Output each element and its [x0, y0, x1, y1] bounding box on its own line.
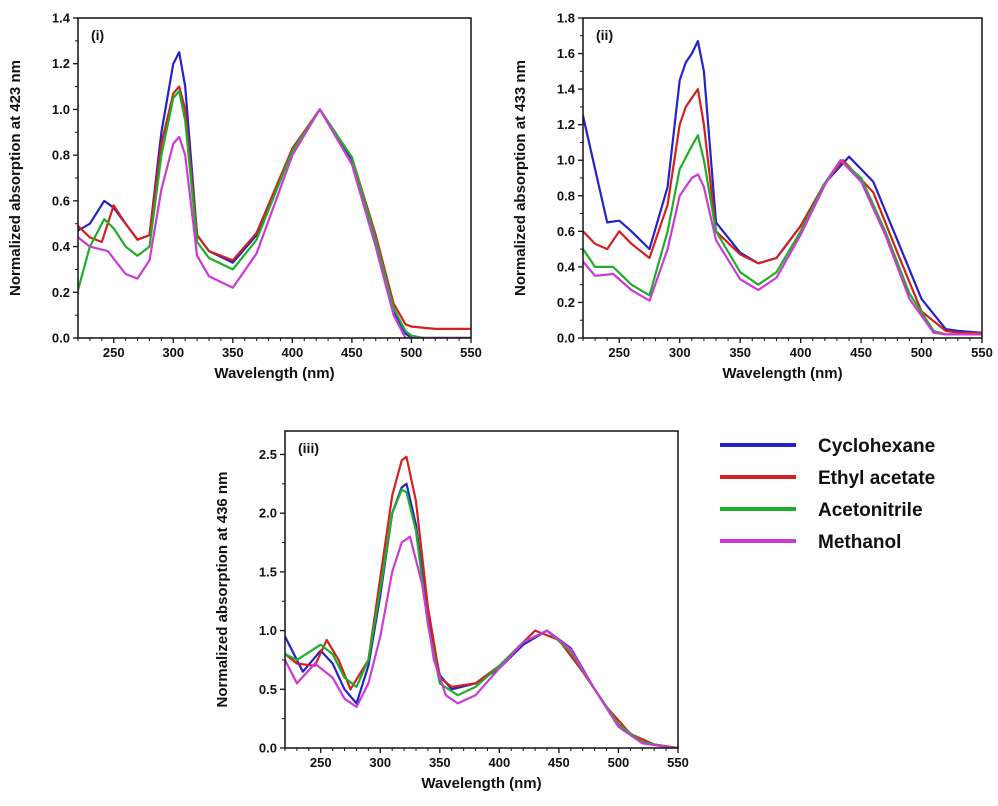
x-tick-label-ii: 350 — [729, 345, 751, 360]
x-axis-label-iii: Wavelength (nm) — [421, 775, 541, 792]
y-tick-label-ii: 0.6 — [557, 224, 575, 239]
x-tick-label-i: 450 — [341, 345, 363, 360]
y-axis-label-iii: Normalized absorption at 436 nm — [214, 472, 231, 708]
series-line-acetonitrile-i — [78, 90, 471, 338]
y-tick-label-ii: 0.0 — [557, 331, 575, 346]
x-tick-label-ii: 300 — [669, 345, 691, 360]
y-tick-label-iii: 0.5 — [259, 682, 277, 697]
series-line-methanol-ii — [583, 159, 982, 336]
x-tick-label-i: 500 — [401, 345, 423, 360]
y-tick-label-i: 1.2 — [52, 56, 70, 71]
y-tick-label-iii: 1.5 — [259, 564, 277, 579]
series-line-ethyl-acetate-i — [78, 85, 471, 330]
x-tick-label-iii: 550 — [667, 755, 689, 770]
legend: Cyclohexane Ethyl acetate Acetonitrile Meth… — [720, 436, 935, 553]
x-tick-label-ii: 450 — [850, 345, 872, 360]
legend-label-cyclohexane: Cyclohexane — [818, 436, 935, 457]
y-tick-label-i: 0.4 — [52, 239, 71, 254]
y-tick-label-iii: 0.0 — [259, 741, 277, 756]
x-tick-label-ii: 400 — [790, 345, 812, 360]
legend-label-acetonitrile: Acetonitrile — [818, 500, 923, 521]
plot-frame-ii — [582, 17, 983, 339]
y-tick-label-ii: 1.2 — [557, 117, 575, 132]
panel-label-i: (i) — [91, 27, 104, 43]
y-tick-label-ii: 1.0 — [557, 153, 575, 168]
y-tick-label-ii: 1.8 — [557, 11, 575, 26]
y-tick-label-i: 1.0 — [52, 102, 70, 117]
y-tick-label-ii: 0.8 — [557, 188, 575, 203]
plot-frame-i — [77, 17, 472, 339]
series-line-methanol-i — [78, 108, 471, 338]
y-tick-label-ii: 1.6 — [557, 46, 575, 61]
y-tick-label-ii: 1.4 — [557, 82, 576, 97]
series-group — [78, 51, 471, 338]
y-tick-label-iii: 1.0 — [259, 623, 277, 638]
series-line-cyclohexane-iii — [285, 482, 678, 748]
x-tick-label-ii: 250 — [608, 345, 630, 360]
series-line-ethyl-acetate-iii — [285, 455, 678, 748]
series-line-cyclohexane-ii — [583, 40, 982, 334]
x-tick-label-iii: 400 — [489, 755, 511, 770]
x-axis-label-ii: Wavelength (nm) — [722, 365, 842, 382]
y-tick-label-i: 0.8 — [52, 148, 70, 163]
y-axis-label-ii: Normalized absorption at 433 nm — [512, 60, 529, 296]
x-tick-label-i: 350 — [222, 345, 244, 360]
panel-label-iii: (iii) — [298, 440, 319, 456]
plot-frame-iii — [284, 430, 679, 749]
y-axis-label-i: Normalized absorption at 423 nm — [7, 60, 24, 296]
y-tick-label-i: 1.4 — [52, 11, 71, 26]
x-tick-label-i: 400 — [282, 345, 304, 360]
y-tick-label-ii: 0.2 — [557, 295, 575, 310]
x-tick-label-i: 250 — [103, 345, 125, 360]
x-tick-label-i: 300 — [162, 345, 184, 360]
chart-panel-i: 250 300 350 400 450 500 550 0.0 0.2 0.4 0.6 0.8 1.0 1… — [7, 11, 482, 383]
y-tick-label-iii: 2.5 — [259, 447, 277, 462]
x-tick-label-iii: 300 — [369, 755, 391, 770]
legend-label-ethyl-acetate: Ethyl acetate — [818, 468, 935, 489]
series-group — [285, 455, 678, 748]
x-tick-label-ii: 550 — [971, 345, 993, 360]
series-line-methanol-iii — [285, 535, 678, 748]
legend-label-methanol: Methanol — [818, 532, 901, 553]
series-line-acetonitrile-iii — [285, 488, 678, 748]
y-tick-label-i: 0.6 — [52, 193, 70, 208]
x-tick-label-iii: 450 — [548, 755, 570, 770]
x-tick-label-iii: 500 — [608, 755, 630, 770]
y-tick-label-i: 0.0 — [52, 331, 70, 346]
x-tick-label-ii: 500 — [911, 345, 933, 360]
panel-label-ii: (ii) — [596, 27, 613, 43]
chart-panel-ii: 250 300 350 400 450 500 550 0.0 0.2 0.4 0.6 0.8 1.0 1… — [512, 11, 993, 383]
series-group — [583, 40, 982, 336]
y-tick-label-iii: 2.0 — [259, 506, 277, 521]
x-tick-label-iii: 250 — [310, 755, 332, 770]
chart-panel-iii: 250 300 350 400 450 500 550 0.0 0.5 1.0 1.5 2.0 2.5 W… — [214, 430, 689, 792]
series-line-acetonitrile-ii — [583, 134, 982, 336]
x-tick-label-i: 550 — [460, 345, 482, 360]
x-tick-label-iii: 350 — [429, 755, 451, 770]
y-tick-label-i: 0.2 — [52, 285, 70, 300]
y-tick-label-ii: 0.4 — [557, 259, 576, 274]
x-axis-label-i: Wavelength (nm) — [214, 365, 334, 382]
